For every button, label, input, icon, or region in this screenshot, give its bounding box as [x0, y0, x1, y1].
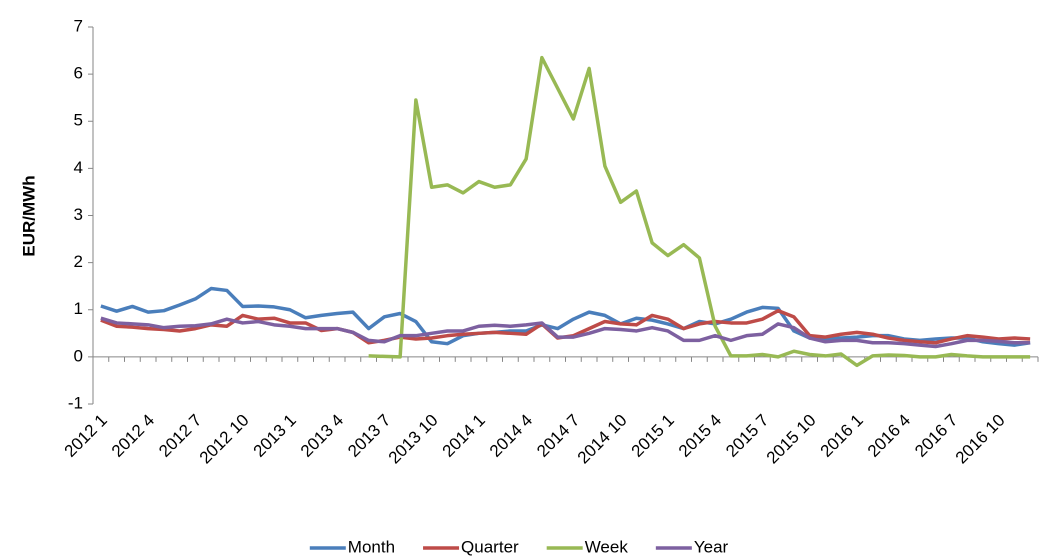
- x-tick-label: 2016 1: [817, 411, 867, 461]
- x-tick-label: 2014 1: [439, 411, 489, 461]
- legend-label: Quarter: [461, 537, 519, 556]
- y-tick-label: -1: [68, 393, 83, 412]
- y-axis-label: EUR/MWh: [19, 175, 38, 256]
- y-tick-label: 1: [74, 299, 83, 318]
- x-tick-label: 2013 1: [250, 411, 300, 461]
- x-tick-label: 2014 4: [486, 411, 536, 461]
- y-tick-label: 5: [74, 111, 83, 130]
- y-tick-label: 7: [74, 16, 83, 35]
- x-tick-label: 2015 4: [675, 411, 725, 461]
- x-tick-label: 2016 10: [952, 411, 1009, 468]
- legend-label: Year: [694, 537, 729, 556]
- legend-label: Week: [585, 537, 629, 556]
- x-tick-label: 2016 4: [864, 411, 914, 461]
- x-tick-label: 2014 10: [574, 411, 631, 468]
- x-tick-label: 2012 4: [108, 411, 158, 461]
- legend-label: Month: [348, 537, 395, 556]
- x-tick-label: 2015 10: [763, 411, 820, 468]
- line-series: [100, 316, 1031, 349]
- x-tick-label: 2012 1: [61, 411, 111, 461]
- y-tick-label: 0: [74, 346, 83, 365]
- x-tick-label: 2015 1: [628, 411, 678, 461]
- x-tick-label: 2013 10: [385, 411, 442, 468]
- y-tick-label: 6: [74, 64, 83, 83]
- y-tick-label: 2: [74, 252, 83, 271]
- x-tick-label: 2012 10: [196, 411, 253, 468]
- line-series: [368, 55, 1031, 368]
- y-tick-label: 3: [74, 205, 83, 224]
- x-tick-label: 2013 4: [297, 411, 347, 461]
- y-tick-label: 4: [74, 158, 83, 177]
